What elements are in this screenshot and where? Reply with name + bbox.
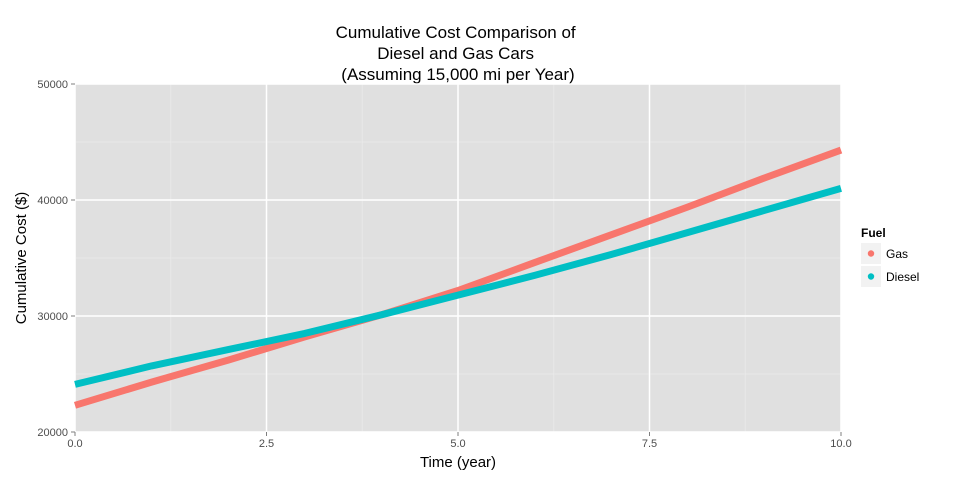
x-tick-label: 2.5 [259, 438, 274, 450]
chart-title-line-1: Cumulative Cost Comparison of [336, 23, 576, 42]
series-layer [73, 146, 843, 409]
x-tick-label: 7.5 [642, 438, 657, 450]
y-axis-label: Cumulative Cost ($) [13, 192, 30, 325]
legend-label-diesel: Diesel [886, 270, 919, 284]
y-tick-label: 30000 [37, 311, 68, 323]
y-tick-label: 20000 [37, 427, 68, 439]
x-axis-ticks: 0.0 2.5 5.0 7.5 10.0 [67, 432, 852, 450]
chart-title: Cumulative Cost Comparison of Diesel and… [336, 23, 581, 84]
y-axis-ticks: 20000 30000 40000 50000 [37, 79, 75, 439]
x-axis-label: Time (year) [420, 454, 496, 471]
chart-title-line-3: (Assuming 15,000 mi per Year) [341, 65, 574, 84]
legend-swatch-gas [867, 250, 875, 257]
legend-items: Gas Diesel [861, 243, 919, 287]
series-line-gas [73, 146, 843, 409]
y-tick-label: 50000 [37, 79, 68, 91]
legend-label-gas: Gas [886, 247, 908, 261]
y-tick-label: 40000 [37, 195, 68, 207]
chart-title-line-2: Diesel and Gas Cars [377, 44, 534, 63]
series-line-diesel [74, 185, 842, 388]
legend-swatch-diesel [867, 273, 875, 280]
legend-title: Fuel [861, 226, 886, 240]
x-tick-label: 0.0 [67, 438, 82, 450]
legend: Fuel Gas Diesel [861, 226, 919, 287]
major-gridlines [74, 83, 842, 433]
x-tick-label: 5.0 [450, 438, 465, 450]
x-tick-label: 10.0 [830, 438, 851, 450]
